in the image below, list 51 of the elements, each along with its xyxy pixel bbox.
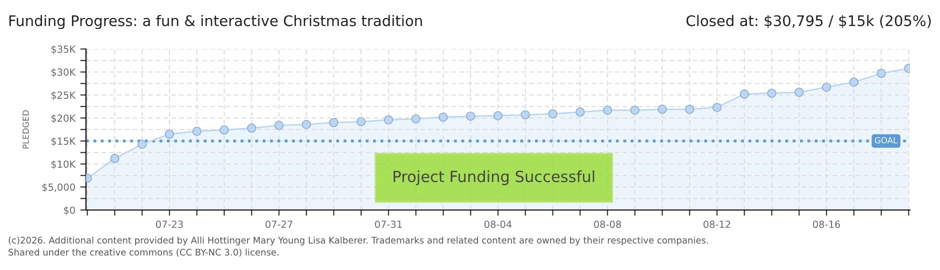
point: [493, 111, 503, 120]
point: [438, 112, 448, 122]
point: [849, 78, 858, 87]
y-tick-label: $35K: [51, 45, 76, 54]
x-tick-label: 08-04: [484, 220, 512, 228]
x-tick-label: 07-27: [266, 220, 292, 228]
point: [110, 154, 120, 164]
y-axis-title: PLEDGED: [22, 110, 29, 148]
y-tick-label: $0: [64, 206, 75, 216]
point: [548, 109, 558, 118]
y-tick-label: $15K: [51, 137, 76, 146]
point: [740, 89, 749, 99]
y-tick-label: $5,000: [42, 183, 75, 192]
point: [602, 106, 612, 115]
point: [302, 120, 311, 130]
point: [876, 68, 886, 78]
point: [630, 106, 640, 115]
y-tick-label: $20K: [51, 114, 76, 124]
x-tick-label: 08-08: [594, 220, 621, 228]
point: [822, 82, 832, 92]
point: [658, 104, 667, 114]
point: [329, 118, 338, 128]
y-tick-label: $30K: [51, 68, 76, 78]
point: [520, 110, 530, 120]
point: [274, 120, 284, 130]
text: Shared under the creative commons (CC BY-NC 3.0) license.: [8, 248, 278, 257]
ref-line-label: GOAL: [874, 137, 898, 144]
point: [466, 112, 476, 121]
point: [192, 126, 202, 136]
chart-subtitle: Closed at: $30,795 / $15k (205%): [686, 14, 931, 28]
point: [685, 104, 694, 114]
point: [247, 124, 256, 133]
point: [794, 88, 804, 97]
point: [411, 114, 420, 124]
x-tick-label: 08-12: [704, 220, 730, 228]
point: [356, 117, 366, 126]
point: [384, 115, 394, 124]
annotation: Project Funding Successful: [394, 170, 594, 186]
point: [767, 88, 776, 98]
chart-title: Funding Progress: a fun & interactive Christmas tradition: [9, 14, 422, 30]
y-tick-label: $10K: [51, 160, 76, 170]
point: [220, 125, 229, 135]
text: (c)2026. Additional content provided by Alli Hottinger Mary Young Lisa Kalberer. Trademarks and related content are owned by their respective companies.: [8, 236, 708, 246]
x-tick-label: 07-31: [375, 220, 402, 228]
point: [576, 107, 585, 117]
point: [712, 102, 722, 112]
point: [164, 130, 174, 139]
x-tick-label: 07-23: [156, 220, 183, 228]
y-tick-label: $25K: [51, 91, 76, 100]
point: [138, 140, 147, 149]
x-tick-label: 08-16: [813, 220, 840, 228]
